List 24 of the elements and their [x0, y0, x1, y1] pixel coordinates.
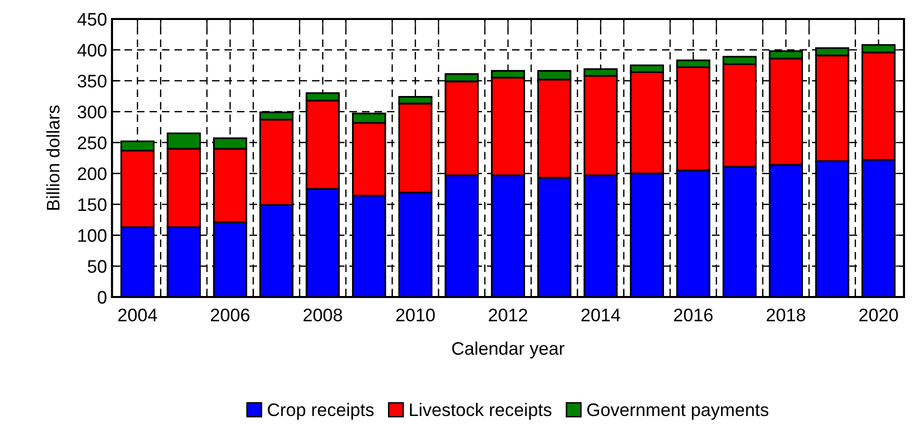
legend-label: Crop receipts	[268, 402, 374, 420]
y-axis-title: Billion dollars	[46, 105, 60, 210]
y-tick-label: 300	[78, 106, 106, 118]
x-tick-label: 2016	[674, 308, 713, 322]
x-tick-label: 2010	[396, 308, 435, 322]
y-tick-label: 250	[78, 136, 106, 150]
y-tick-label: 100	[78, 229, 106, 242]
x-axis-title: Calendar year	[452, 342, 564, 358]
y-tick-label: 450	[77, 12, 106, 26]
y-tick-label: 350	[78, 74, 106, 88]
x-tick-label: 2004	[118, 308, 158, 322]
x-tick-label: 2012	[488, 308, 528, 322]
legend-label: Livestock receipts	[410, 402, 552, 420]
x-tick-label: 2020	[859, 308, 898, 322]
x-tick-label: 2006	[210, 308, 250, 322]
y-tick-label: 0	[98, 290, 106, 304]
y-tick-label: 150	[78, 198, 106, 212]
y-tick-label: 400	[77, 44, 106, 57]
legend-label: Government payments	[587, 403, 768, 420]
x-tick-label: 2008	[304, 308, 342, 322]
y-tick-label: 200	[78, 167, 106, 180]
x-tick-label: 2014	[581, 308, 620, 322]
x-tick-label: 2018	[766, 308, 806, 322]
y-tick-label: 50	[88, 260, 106, 273]
